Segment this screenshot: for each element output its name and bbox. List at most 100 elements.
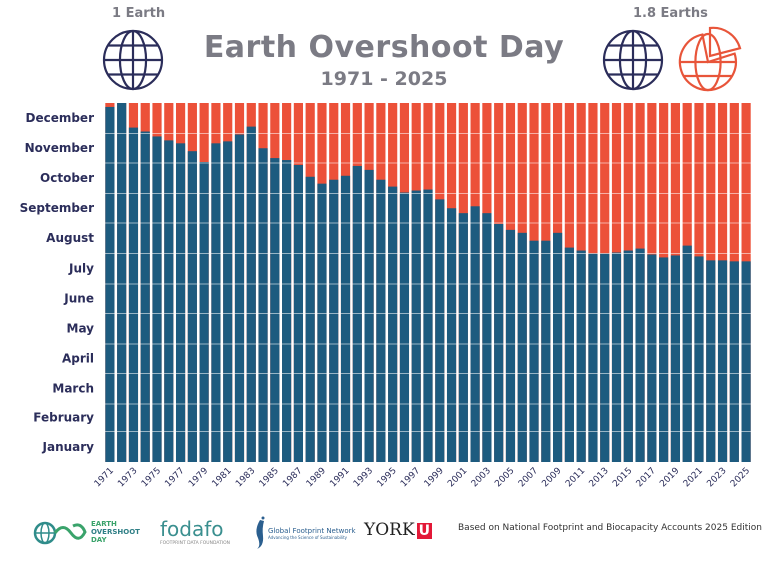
x-tick-label: 1973 xyxy=(116,466,139,489)
bar-before-overshoot-2007 xyxy=(529,240,539,462)
y-tick-label: May xyxy=(67,322,95,336)
x-tick-label: 2015 xyxy=(611,466,634,489)
bar-before-overshoot-1976 xyxy=(164,140,174,462)
x-tick-label: 1999 xyxy=(423,466,446,489)
bar-before-overshoot-1994 xyxy=(376,179,386,462)
bar-before-overshoot-1974 xyxy=(140,131,150,462)
x-tick-label: 2009 xyxy=(540,466,563,489)
bar-before-overshoot-2003 xyxy=(482,213,492,462)
x-tick-label: 1981 xyxy=(211,466,234,489)
x-tick-label: 2023 xyxy=(705,466,728,489)
bar-before-overshoot-2020 xyxy=(682,245,692,462)
bar-before-overshoot-2010 xyxy=(564,247,574,462)
bar-before-overshoot-1990 xyxy=(329,179,339,462)
x-tick-label: 2003 xyxy=(470,466,493,489)
bar-before-overshoot-2021 xyxy=(694,256,704,462)
globe-icon xyxy=(602,29,664,91)
x-tick-label: 2017 xyxy=(635,466,658,489)
fodafo-sub: FOOTPRINT DATA FOUNDATION xyxy=(160,541,231,546)
bar-before-overshoot-2025 xyxy=(741,261,751,462)
bar-before-overshoot-1972 xyxy=(117,103,127,462)
footprint-icon xyxy=(256,516,265,549)
gfn-text: Global Footprint Network xyxy=(268,527,356,535)
fodafo-text: fodafo xyxy=(160,517,224,541)
bar-before-overshoot-1988 xyxy=(305,176,315,462)
source-note: Based on National Footprint and Biocapac… xyxy=(458,523,762,533)
bar-before-overshoot-1997 xyxy=(411,190,421,462)
x-tick-label: 2013 xyxy=(588,466,611,489)
x-tick-label: 1987 xyxy=(281,466,304,489)
bar-before-overshoot-1982 xyxy=(234,134,245,462)
chart-subtitle: 1971 - 2025 xyxy=(320,68,448,90)
bar-before-overshoot-2013 xyxy=(600,253,610,462)
bar-before-overshoot-1985 xyxy=(270,158,280,462)
globe-icon xyxy=(102,29,164,91)
bar-before-overshoot-1973 xyxy=(128,127,139,462)
y-tick-label: December xyxy=(25,111,94,125)
eod-line-2: OVERSHOOT xyxy=(91,528,140,536)
partial-globe-icon xyxy=(678,26,742,92)
york-u-mark: U xyxy=(416,523,433,539)
y-tick-label: October xyxy=(40,171,94,185)
york-text: YORK xyxy=(364,520,415,540)
x-tick-label: 1985 xyxy=(258,466,281,489)
y-tick-label: July xyxy=(68,262,94,276)
bar-before-overshoot-1993 xyxy=(364,169,374,462)
x-tick-label: 1983 xyxy=(234,466,257,489)
x-tick-label: 1979 xyxy=(187,466,210,489)
bar-before-overshoot-2022 xyxy=(706,260,716,462)
y-tick-label: September xyxy=(20,201,94,215)
bar-before-overshoot-1986 xyxy=(282,160,292,462)
bar-before-overshoot-1981 xyxy=(223,141,233,463)
partial-globe-outline xyxy=(678,33,737,92)
bar-before-overshoot-2018 xyxy=(659,257,669,462)
x-tick-label: 1971 xyxy=(93,466,116,489)
x-tick-label: 1997 xyxy=(399,466,422,489)
x-tick-label: 1995 xyxy=(376,466,399,489)
bar-before-overshoot-2016 xyxy=(635,248,645,462)
bar-before-overshoot-2006 xyxy=(517,232,527,462)
x-tick-label: 2007 xyxy=(517,466,540,489)
bar-before-overshoot-2004 xyxy=(494,223,504,462)
x-tick-label: 2005 xyxy=(493,466,516,489)
x-tick-label: 1993 xyxy=(352,466,375,489)
eod-line-1: EARTH xyxy=(91,520,117,528)
bar-before-overshoot-1977 xyxy=(175,143,186,462)
x-tick-label: 2019 xyxy=(658,466,681,489)
x-tick-label: 2025 xyxy=(729,466,752,489)
y-tick-label: April xyxy=(62,352,94,366)
globe-wedge xyxy=(708,26,742,58)
bar-before-overshoot-1983 xyxy=(246,126,256,463)
bar-before-overshoot-2002 xyxy=(470,206,480,462)
bar-before-overshoot-2017 xyxy=(647,254,657,462)
bar-before-overshoot-1980 xyxy=(211,143,221,462)
bar-before-overshoot-2015 xyxy=(623,250,633,462)
bar-before-overshoot-2012 xyxy=(588,253,598,462)
x-tick-label: 1989 xyxy=(305,466,328,489)
bar-before-overshoot-1978 xyxy=(187,151,197,462)
bar-before-overshoot-1989 xyxy=(317,183,327,463)
y-tick-label: January xyxy=(42,440,95,454)
global-footprint-network-logo: Global Footprint Network Advancing the S… xyxy=(252,516,356,554)
bar-before-overshoot-1975 xyxy=(152,136,162,462)
x-tick-label: 2011 xyxy=(564,466,587,489)
bar-before-overshoot-2024 xyxy=(729,261,739,462)
x-tick-label: 1977 xyxy=(163,466,186,489)
y-tick-label: August xyxy=(46,231,94,245)
bar-before-overshoot-1999 xyxy=(435,199,445,462)
bar-before-overshoot-2001 xyxy=(458,213,468,462)
bar-before-overshoot-2023 xyxy=(717,260,728,462)
globe-loop-icon xyxy=(33,521,87,545)
bar-before-overshoot-2014 xyxy=(611,252,622,462)
eod-line-3: DAY xyxy=(91,536,107,544)
y-tick-label: March xyxy=(52,382,94,396)
y-tick-label: November xyxy=(25,141,94,155)
york-university-logo: YORK U xyxy=(364,520,433,540)
bar-before-overshoot-1979 xyxy=(199,162,209,462)
bar-before-overshoot-2011 xyxy=(576,250,586,462)
x-tick-label: 1991 xyxy=(328,466,351,489)
bar-before-overshoot-2019 xyxy=(670,255,681,462)
fodafo-logo: fodafo FOOTPRINT DATA FOUNDATION xyxy=(160,517,230,546)
